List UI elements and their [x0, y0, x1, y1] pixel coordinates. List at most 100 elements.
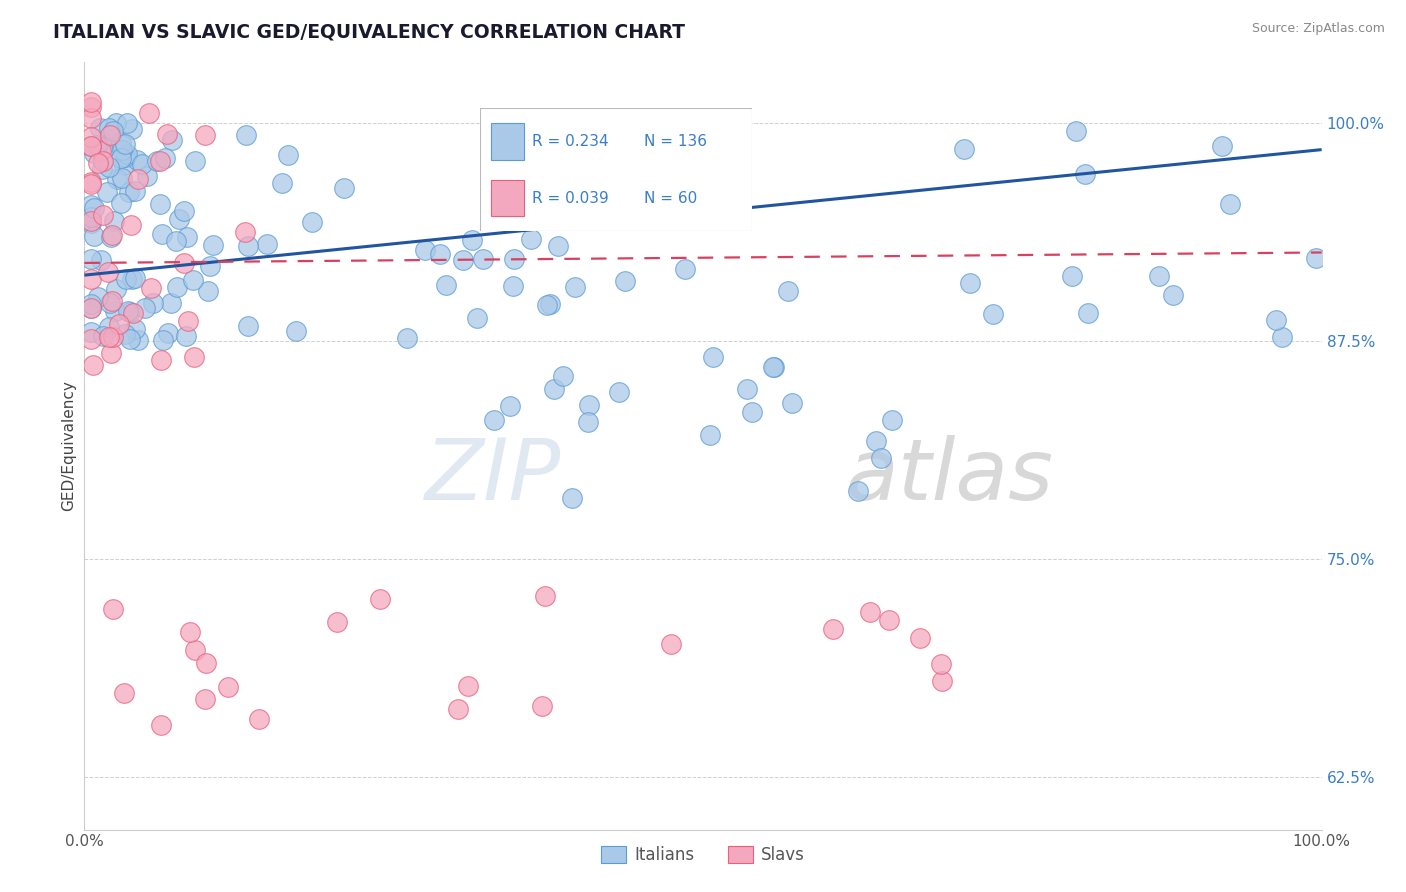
Point	[114, 326, 136, 341]
Point	[236, 239, 259, 253]
Point	[79, 139, 101, 153]
Point	[877, 613, 900, 627]
Point	[176, 314, 198, 328]
Point	[179, 625, 201, 640]
Point	[83, 201, 105, 215]
Point	[538, 297, 561, 311]
Point	[83, 229, 105, 244]
Point	[122, 306, 145, 320]
Legend: Italians, Slavs: Italians, Slavs	[595, 839, 811, 871]
Point	[131, 157, 153, 171]
Point	[870, 451, 893, 466]
Point	[97, 160, 120, 174]
Point	[1077, 306, 1099, 320]
Point	[614, 274, 637, 288]
Point	[104, 304, 127, 318]
Point	[101, 294, 124, 309]
Point	[98, 320, 121, 334]
Point	[96, 140, 118, 154]
Point	[536, 298, 558, 312]
Point	[547, 239, 569, 253]
Point	[1062, 268, 1084, 283]
Point	[79, 325, 101, 339]
Point	[125, 153, 148, 167]
Point	[124, 184, 146, 198]
Point	[152, 333, 174, 347]
Point	[434, 277, 457, 292]
Point	[959, 276, 981, 290]
Point	[79, 100, 101, 114]
Point	[79, 139, 101, 153]
Point	[520, 232, 543, 246]
Point	[952, 142, 974, 156]
Point	[110, 151, 132, 165]
Point	[931, 674, 953, 689]
Point	[110, 136, 132, 150]
Point	[983, 307, 1005, 321]
Point	[502, 278, 524, 293]
Point	[149, 153, 172, 168]
Point	[551, 368, 574, 383]
Point	[105, 282, 128, 296]
Point	[127, 172, 149, 186]
Point	[578, 398, 600, 412]
Point	[111, 171, 134, 186]
Point	[87, 290, 110, 304]
Point	[762, 359, 785, 374]
Point	[157, 326, 180, 341]
Point	[699, 428, 721, 442]
Text: ZIP: ZIP	[425, 435, 561, 518]
Point	[285, 324, 308, 338]
Point	[127, 333, 149, 347]
Point	[114, 136, 136, 151]
Point	[166, 279, 188, 293]
Point	[91, 153, 114, 168]
Point	[121, 271, 143, 285]
Point	[108, 317, 131, 331]
Point	[80, 272, 103, 286]
Point	[859, 605, 882, 619]
Text: atlas: atlas	[845, 435, 1053, 518]
Point	[395, 331, 418, 345]
Point	[112, 685, 135, 699]
Point	[101, 124, 124, 138]
Point	[83, 146, 105, 161]
Point	[124, 270, 146, 285]
Point	[447, 702, 470, 716]
Point	[780, 396, 803, 410]
Point	[96, 185, 118, 199]
Point	[155, 151, 177, 165]
Point	[120, 218, 142, 232]
Point	[326, 615, 349, 629]
Point	[908, 631, 931, 645]
Point	[173, 256, 195, 270]
Point	[659, 637, 682, 651]
Point	[146, 153, 169, 168]
Point	[149, 352, 172, 367]
Point	[104, 116, 127, 130]
Point	[194, 656, 217, 670]
Point	[176, 230, 198, 244]
Point	[100, 346, 122, 360]
Point	[82, 358, 104, 372]
Point	[1073, 167, 1095, 181]
Point	[184, 643, 207, 657]
Point	[198, 260, 221, 274]
Point	[233, 225, 256, 239]
Point	[1264, 312, 1286, 326]
Point	[98, 121, 121, 136]
Point	[236, 318, 259, 333]
Point	[79, 175, 101, 189]
Point	[277, 148, 299, 162]
Point	[135, 169, 157, 184]
Point	[98, 330, 121, 344]
Point	[235, 128, 257, 143]
Point	[94, 136, 117, 150]
Point	[134, 301, 156, 315]
Point	[301, 215, 323, 229]
Point	[159, 296, 181, 310]
Point	[150, 227, 173, 241]
Point	[1211, 139, 1233, 153]
Point	[735, 382, 758, 396]
Point	[607, 384, 630, 399]
